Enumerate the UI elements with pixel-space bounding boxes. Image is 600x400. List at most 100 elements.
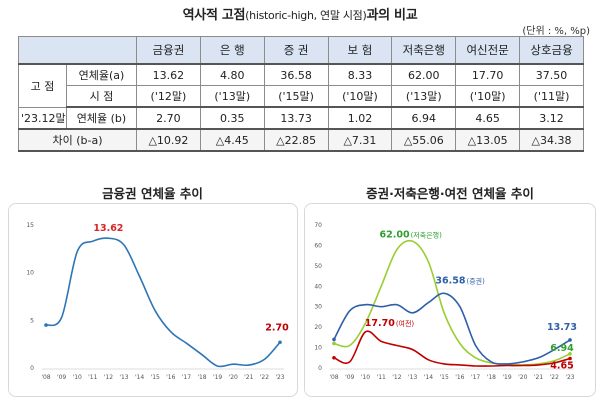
table-cell: 37.50 bbox=[519, 63, 584, 86]
table-cell: 6.94 bbox=[391, 106, 457, 130]
x-tick-label: '23 bbox=[275, 374, 284, 381]
table-cell: ('10말) bbox=[327, 85, 393, 108]
x-tick-label: '10 bbox=[361, 374, 370, 381]
table-row: 차이 (b-a) △10.92 △4.45 △22.85 △7.31 △55.0… bbox=[18, 128, 584, 152]
data-point bbox=[278, 340, 282, 345]
table-cell: 4.65 bbox=[455, 106, 521, 130]
data-point bbox=[568, 338, 572, 342]
table-cell: △34.38 bbox=[519, 128, 584, 152]
table-cell: △13.05 bbox=[455, 128, 521, 152]
data-point bbox=[332, 355, 336, 360]
table-cell: 4.80 bbox=[199, 63, 265, 86]
table-cell: 0.35 bbox=[199, 106, 265, 130]
data-label-value: 6.94 bbox=[550, 343, 574, 354]
table-cell: 62.00 bbox=[391, 63, 457, 86]
x-tick-label: '21 bbox=[534, 374, 543, 381]
header-cell: 보 험 bbox=[327, 36, 393, 65]
data-label-value: 13.62 bbox=[93, 223, 123, 234]
x-tick-label: '14 bbox=[135, 374, 144, 381]
chart1-svg: 0 5 10 15 '08 '09 '10 '11 '12 '13 '14 '15 '16 '17 '18 '… bbox=[26, 222, 289, 381]
x-tick-label: '17 bbox=[182, 374, 191, 381]
table-cell: 13.62 bbox=[136, 63, 201, 86]
x-tick-label: '09 bbox=[57, 374, 66, 381]
x-tick-label: '12 bbox=[104, 374, 113, 381]
header-cell: 여신전문 bbox=[455, 36, 521, 65]
data-label-series: (저축은행) bbox=[411, 230, 442, 239]
data-label: 17.70(여전) bbox=[365, 318, 415, 329]
table-cell: 2.70 bbox=[136, 106, 201, 130]
data-label: 6.94 bbox=[550, 343, 574, 354]
x-tick-label: '22 bbox=[260, 374, 269, 381]
y-tick-label: 20 bbox=[314, 324, 322, 331]
table-row: 시 점 ('12말) ('13말) ('15말) ('10말) ('13말) (… bbox=[19, 85, 584, 108]
data-label-value: 13.73 bbox=[547, 322, 577, 333]
table-cell: ('12말) bbox=[136, 85, 201, 108]
x-tick-label: '20 bbox=[229, 374, 238, 381]
x-tick-label: '13 bbox=[119, 374, 128, 381]
x-tick-label: '18 bbox=[197, 374, 206, 381]
data-label: 13.62 bbox=[93, 223, 123, 234]
x-tick-label: '19 bbox=[502, 374, 511, 381]
x-tick-label: '18 bbox=[487, 374, 496, 381]
header-cell: 증 권 bbox=[263, 36, 329, 65]
series-line bbox=[333, 330, 571, 367]
table-cell: ('13말) bbox=[391, 85, 457, 108]
chart2-title: 증권·저축은행·여전 연체율 추이 bbox=[366, 186, 534, 201]
x-tick-label: '15 bbox=[439, 374, 448, 381]
x-tick-label: '23 bbox=[565, 374, 574, 381]
x-tick-label: '14 bbox=[424, 374, 433, 381]
chart1-title: 금융권 연체율 추이 bbox=[102, 186, 203, 201]
data-label-series: (여전) bbox=[396, 319, 415, 328]
x-tick-label: '22 bbox=[550, 374, 559, 381]
header-blank bbox=[18, 36, 137, 65]
table-cell: △55.06 bbox=[391, 128, 457, 152]
table-cell: 13.73 bbox=[263, 106, 329, 130]
header-cell: 상호금융 bbox=[519, 36, 584, 65]
table-row: 고 점 연체율(a) 13.62 4.80 36.58 8.33 62.00 1… bbox=[18, 63, 584, 108]
data-label: 36.58(증권) bbox=[435, 275, 485, 286]
x-tick-label: '19 bbox=[213, 374, 222, 381]
peak-group-label: 고 점 bbox=[18, 63, 67, 108]
data-label-value: 2.70 bbox=[265, 322, 289, 333]
y-tick-label: 70 bbox=[314, 222, 322, 229]
table-cell: ('10말) bbox=[455, 85, 521, 108]
table-cell: △7.31 bbox=[327, 128, 393, 152]
table-cell: △10.92 bbox=[136, 128, 201, 152]
data-label-value: 4.65 bbox=[550, 361, 573, 372]
current-label-rate: 연체율 (b) bbox=[66, 106, 137, 130]
x-tick-label: '13 bbox=[408, 374, 417, 381]
table-cell: △22.85 bbox=[263, 128, 329, 152]
table-cell: 17.70 bbox=[455, 63, 521, 86]
x-tick-label: '09 bbox=[345, 374, 354, 381]
table-cell: 36.58 bbox=[263, 63, 329, 86]
x-tick-label: '21 bbox=[244, 374, 253, 381]
page-title: 역사적 고점(historic-high, 연말 시점)과의 비교 bbox=[0, 4, 600, 23]
data-label: 13.73 bbox=[547, 322, 577, 333]
y-tick-label: 0 bbox=[30, 365, 34, 372]
table-cell: ('11말) bbox=[519, 85, 584, 108]
data-label-series: (증권) bbox=[466, 277, 485, 285]
chart2-svg: 0 10 20 30 40 50 60 70 '08 '09 '10 '11 '12 '13 '14 '15 '… bbox=[314, 222, 577, 381]
data-point bbox=[332, 341, 336, 346]
table-cell: ('15말) bbox=[263, 85, 329, 108]
table-header-row: 금융권 은 행 증 권 보 험 저축은행 여신전문 상호금융 bbox=[18, 36, 584, 65]
current-label-date: '23.12말 bbox=[18, 106, 67, 130]
data-point bbox=[332, 337, 336, 342]
peak-rate-label: 연체율(a) bbox=[66, 63, 137, 86]
header-cell: 금융권 bbox=[136, 36, 201, 65]
x-tick-label: '20 bbox=[518, 374, 527, 381]
table-cell: 3.12 bbox=[519, 106, 584, 130]
data-label-value: 62.00 bbox=[380, 229, 410, 240]
x-tick-label: '16 bbox=[455, 374, 464, 381]
y-tick-label: 10 bbox=[26, 270, 34, 277]
data-label-value: 36.58 bbox=[435, 275, 465, 286]
comparison-table: 금융권 은 행 증 권 보 험 저축은행 여신전문 상호금융 고 점 연체율(a… bbox=[18, 36, 584, 152]
x-tick-label: '08 bbox=[329, 374, 338, 381]
series-line bbox=[45, 237, 281, 368]
x-tick-label: '16 bbox=[166, 374, 175, 381]
x-tick-label: '15 bbox=[151, 374, 160, 381]
data-point bbox=[44, 323, 48, 327]
x-tick-label: '12 bbox=[392, 374, 401, 381]
y-tick-label: 40 bbox=[314, 283, 322, 290]
data-label: 62.00(저축은행) bbox=[380, 229, 443, 240]
